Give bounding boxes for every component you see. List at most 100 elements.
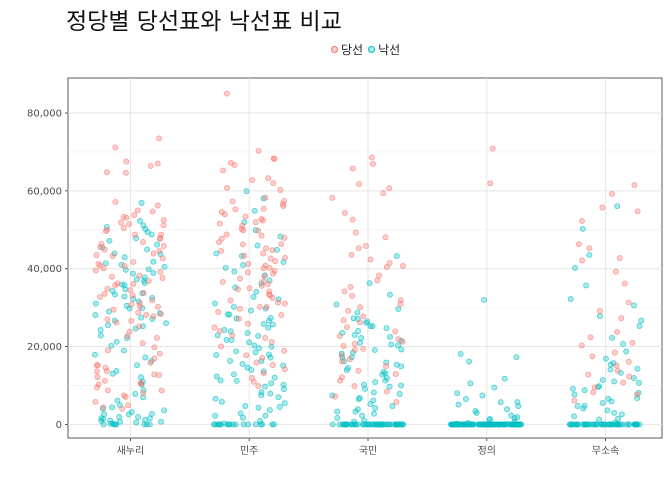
point-lost <box>354 309 361 316</box>
point-won <box>278 311 285 318</box>
point-lost <box>354 421 361 428</box>
point-won <box>360 345 367 352</box>
point-lost <box>142 354 149 361</box>
point-lost <box>252 349 259 356</box>
point-lost <box>581 387 588 394</box>
point-won <box>216 239 222 246</box>
point-won <box>349 292 356 299</box>
point-lost <box>638 317 645 324</box>
point-won <box>101 290 108 297</box>
point-won <box>618 315 625 322</box>
point-won <box>211 324 218 331</box>
point-won <box>338 374 345 381</box>
point-lost <box>351 331 358 338</box>
point-lost <box>223 336 230 343</box>
point-lost <box>163 320 170 327</box>
point-lost <box>250 293 257 300</box>
point-won <box>158 311 164 317</box>
point-won <box>586 245 593 252</box>
point-lost <box>260 368 267 375</box>
point-lost <box>372 405 379 411</box>
point-won <box>229 332 236 339</box>
point-lost <box>113 338 120 345</box>
point-lost <box>386 291 393 298</box>
point-lost <box>255 404 262 411</box>
point-lost <box>132 390 139 397</box>
point-lost <box>213 250 220 257</box>
point-won <box>160 216 167 223</box>
point-won <box>129 292 136 299</box>
point-won <box>380 190 387 197</box>
x-tick-label: 민주 <box>240 445 258 457</box>
point-won <box>275 299 282 306</box>
point-won <box>109 273 115 280</box>
y-tick-label: 20,000 <box>27 342 62 353</box>
point-lost <box>211 421 218 428</box>
point-won <box>218 343 224 350</box>
point-lost <box>355 396 362 403</box>
point-won <box>374 277 381 284</box>
point-lost <box>212 300 218 307</box>
point-lost <box>609 334 616 341</box>
point-lost <box>399 421 406 428</box>
y-tick-label: 40,000 <box>27 264 62 275</box>
point-lost <box>266 277 273 284</box>
point-lost <box>226 311 233 318</box>
point-lost <box>611 378 618 385</box>
point-lost <box>607 361 614 368</box>
point-lost <box>348 421 355 428</box>
point-lost <box>352 421 359 428</box>
point-won <box>260 370 267 377</box>
point-lost <box>260 320 267 327</box>
point-lost <box>466 358 473 365</box>
point-won <box>216 220 223 227</box>
point-lost <box>515 403 522 410</box>
point-lost <box>614 203 621 210</box>
point-won <box>143 312 150 318</box>
point-won <box>249 177 256 184</box>
point-lost <box>359 412 366 419</box>
point-lost <box>372 379 379 386</box>
point-won <box>270 270 276 277</box>
point-won <box>218 209 225 216</box>
point-won <box>591 384 598 391</box>
point-won <box>338 352 345 359</box>
point-won <box>234 286 241 293</box>
point-won <box>634 208 641 215</box>
point-won <box>579 257 586 264</box>
point-lost <box>477 421 484 428</box>
point-lost <box>246 339 253 346</box>
point-lost <box>92 351 98 358</box>
point-lost <box>92 300 99 307</box>
point-won <box>351 346 358 353</box>
point-won <box>136 303 143 310</box>
point-won <box>155 303 161 310</box>
plot-panel <box>67 77 663 439</box>
point-lost <box>343 367 350 374</box>
point-won <box>124 333 131 339</box>
point-lost <box>116 414 123 420</box>
point-lost <box>634 365 641 372</box>
point-won <box>268 339 275 345</box>
point-won <box>395 336 402 343</box>
point-won <box>113 319 120 326</box>
y-tick-label: 80,000 <box>27 109 62 120</box>
point-won <box>93 252 100 258</box>
point-won <box>109 253 116 259</box>
point-won <box>236 315 242 322</box>
point-lost <box>607 366 614 373</box>
point-won <box>159 275 166 281</box>
point-lost <box>586 252 593 259</box>
point-lost <box>231 268 238 275</box>
point-lost <box>579 225 586 232</box>
point-won <box>104 316 111 323</box>
point-won <box>123 214 130 221</box>
point-lost <box>262 383 269 390</box>
point-lost <box>469 421 476 428</box>
point-lost <box>146 421 153 428</box>
point-won <box>245 261 252 267</box>
point-won <box>611 349 618 356</box>
point-lost <box>358 335 365 341</box>
point-won <box>631 182 638 189</box>
